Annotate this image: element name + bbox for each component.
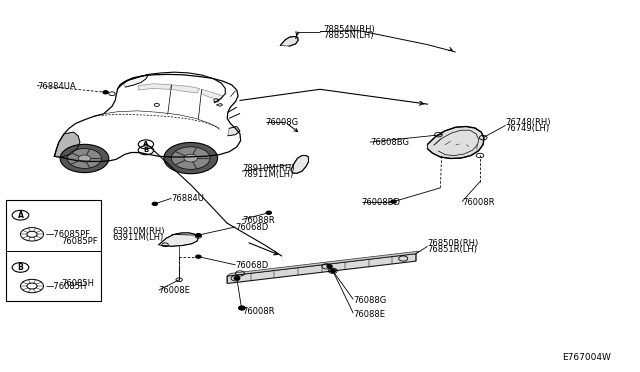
Circle shape <box>266 211 271 214</box>
Text: 76808BG: 76808BG <box>370 138 409 147</box>
Circle shape <box>239 306 245 310</box>
Text: 76749(LH): 76749(LH) <box>506 124 550 133</box>
Text: 76068D: 76068D <box>236 262 269 270</box>
Polygon shape <box>138 84 172 90</box>
Text: 78854N(RH): 78854N(RH) <box>323 25 375 33</box>
Text: A: A <box>143 141 148 147</box>
Text: 63910M(RH): 63910M(RH) <box>112 227 164 236</box>
Polygon shape <box>54 132 80 157</box>
Circle shape <box>330 269 335 272</box>
Text: 78911M(LH): 78911M(LH) <box>242 170 293 179</box>
Text: —76085H: —76085H <box>46 282 88 291</box>
Polygon shape <box>228 126 240 136</box>
Circle shape <box>184 154 197 162</box>
Text: 76008BD: 76008BD <box>362 198 401 207</box>
Circle shape <box>234 277 239 280</box>
Circle shape <box>79 155 91 162</box>
Text: 63911M(LH): 63911M(LH) <box>112 233 163 242</box>
Text: 76088E: 76088E <box>353 310 385 319</box>
Text: 76008R: 76008R <box>462 198 495 207</box>
Circle shape <box>67 148 102 169</box>
Text: 76088G: 76088G <box>353 296 387 305</box>
Circle shape <box>172 147 210 169</box>
Text: 76085H: 76085H <box>61 279 94 288</box>
Text: 76085PF: 76085PF <box>61 237 97 246</box>
Text: A: A <box>17 211 24 220</box>
Text: 76850R(RH): 76850R(RH) <box>428 239 479 248</box>
Circle shape <box>103 91 108 94</box>
Polygon shape <box>172 85 200 93</box>
Polygon shape <box>227 254 416 283</box>
Circle shape <box>196 234 201 237</box>
Circle shape <box>164 142 218 174</box>
Text: B: B <box>143 147 148 153</box>
Text: B: B <box>18 263 23 272</box>
Circle shape <box>60 144 109 173</box>
Text: 76008R: 76008R <box>242 307 275 316</box>
Circle shape <box>391 200 396 203</box>
Text: 78910M(RH): 78910M(RH) <box>242 164 294 173</box>
Circle shape <box>152 202 157 205</box>
Polygon shape <box>159 233 198 246</box>
Text: 76008G: 76008G <box>266 118 299 126</box>
Circle shape <box>327 265 332 268</box>
Text: 78855N(LH): 78855N(LH) <box>323 31 374 40</box>
Text: E767004W: E767004W <box>562 353 611 362</box>
Text: —76085PF: —76085PF <box>46 230 91 239</box>
Circle shape <box>239 307 244 310</box>
Polygon shape <box>123 74 148 87</box>
Polygon shape <box>216 103 223 106</box>
Polygon shape <box>428 126 484 158</box>
Text: 76008E: 76008E <box>159 286 191 295</box>
Text: 76748(RH): 76748(RH) <box>506 118 551 126</box>
Polygon shape <box>227 251 419 276</box>
Text: 76068D: 76068D <box>236 223 269 232</box>
Text: 76851R(LH): 76851R(LH) <box>428 246 477 254</box>
Polygon shape <box>202 89 223 100</box>
Circle shape <box>196 255 201 258</box>
Polygon shape <box>280 36 298 46</box>
Text: 76884UA: 76884UA <box>37 82 76 91</box>
Text: 76088R: 76088R <box>242 216 275 225</box>
Polygon shape <box>291 155 308 173</box>
Text: 76884U: 76884U <box>172 194 204 203</box>
